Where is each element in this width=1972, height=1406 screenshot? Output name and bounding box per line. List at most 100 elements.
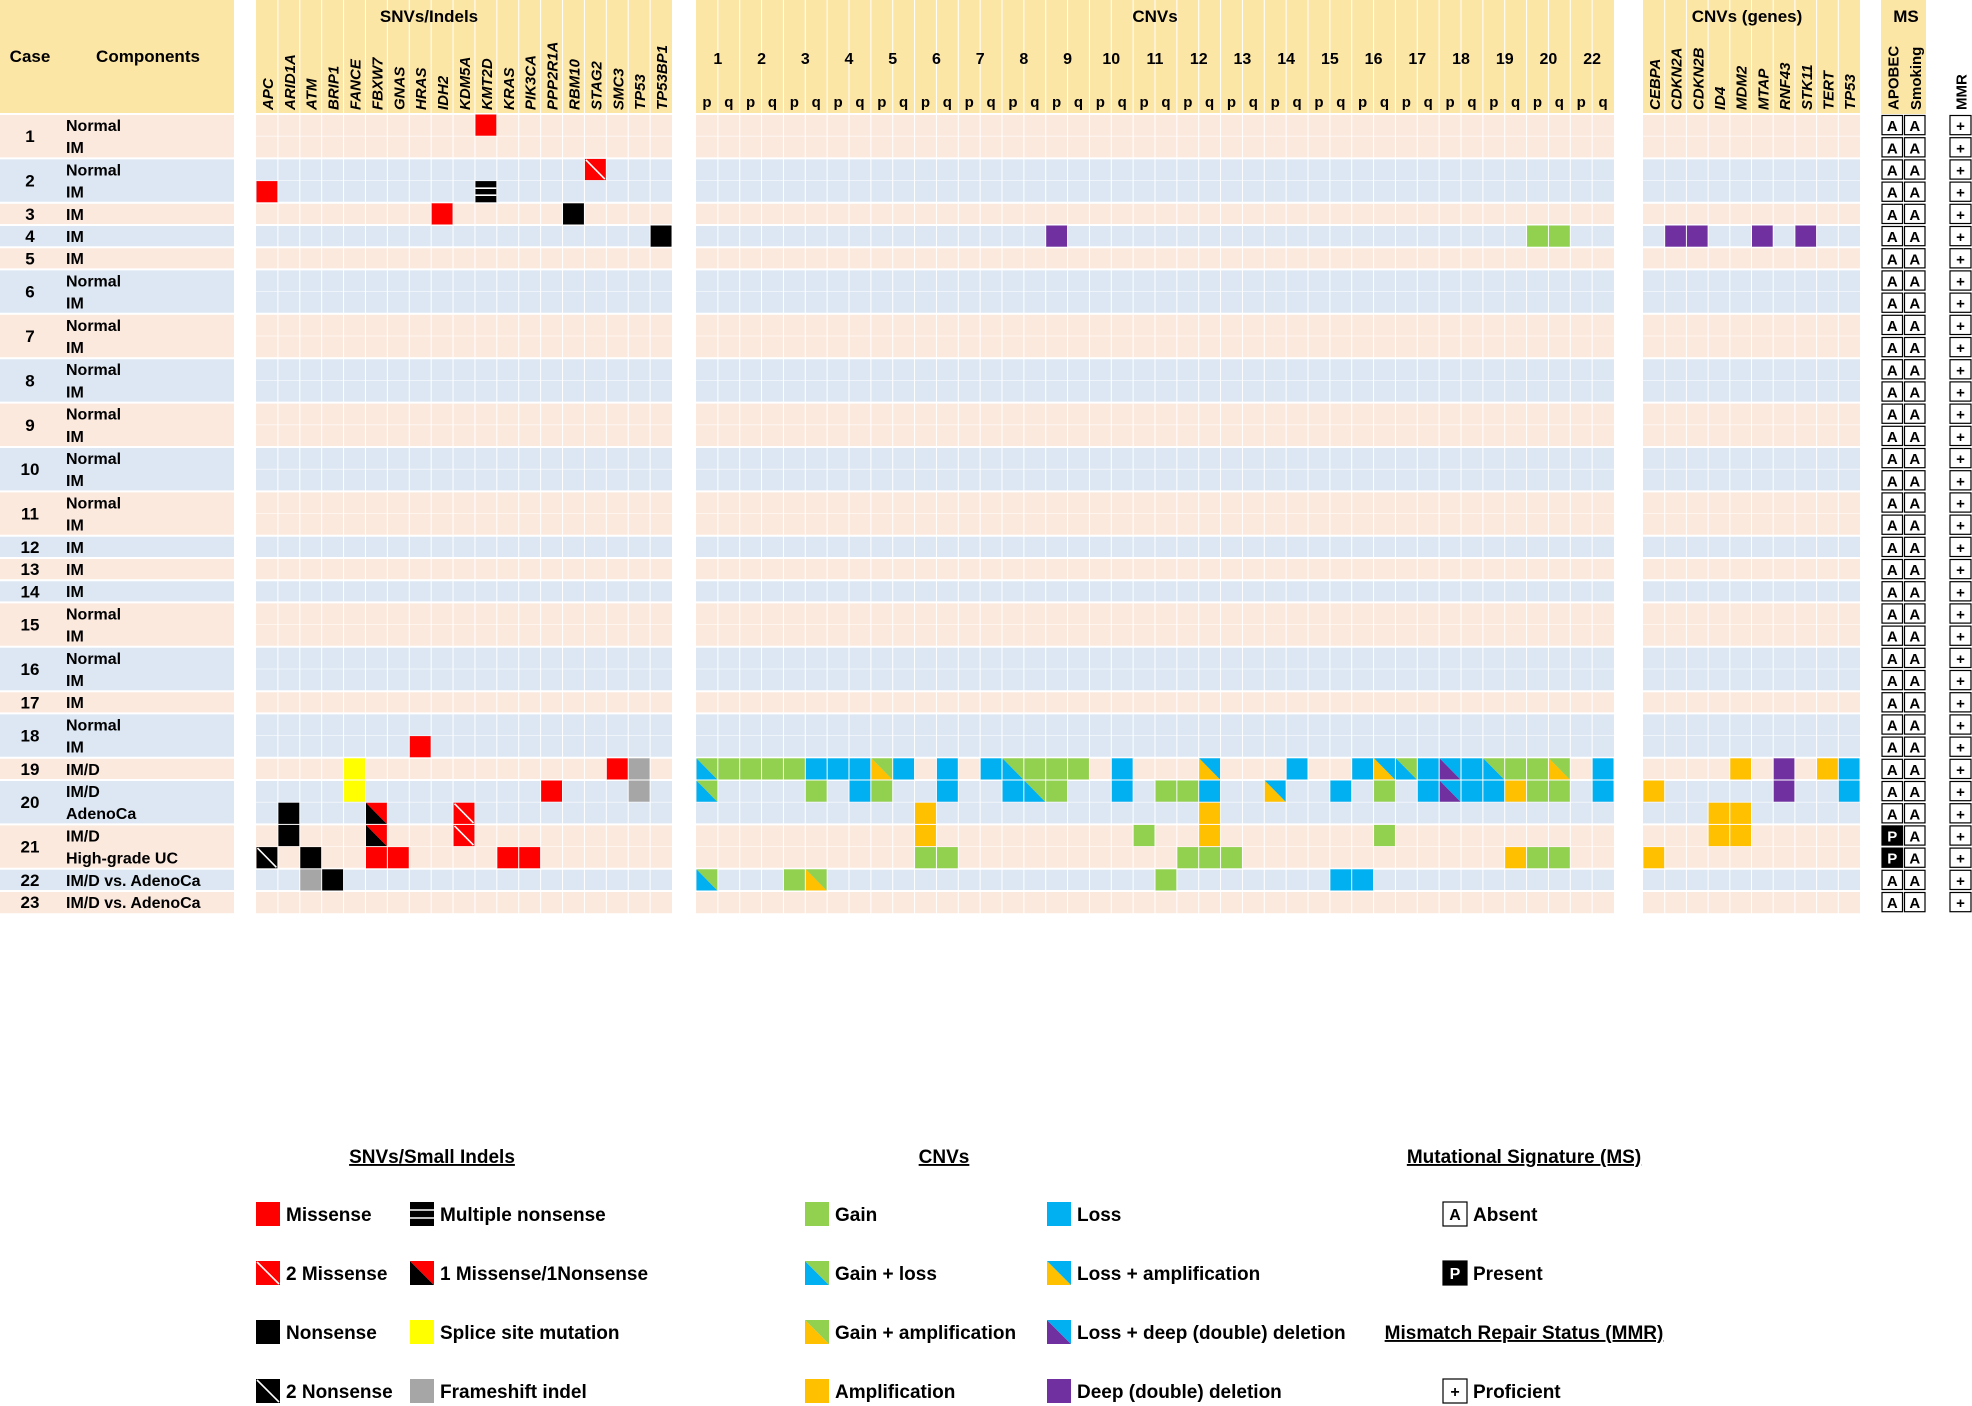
cnv-mark-amplification xyxy=(1199,802,1221,824)
component-label: IM xyxy=(66,185,84,202)
arm-label: p xyxy=(1227,94,1236,111)
cnv-gene-label: CEBPA xyxy=(1647,59,1664,110)
chromosome-label: 3 xyxy=(801,51,810,68)
cell-fill xyxy=(1708,824,1730,847)
arm-label: p xyxy=(1358,94,1367,111)
cell-fill xyxy=(783,869,805,891)
cell-fill xyxy=(1047,1202,1071,1226)
ms-box xyxy=(1903,203,1926,225)
mmr-value: + xyxy=(1956,518,1965,535)
row-background xyxy=(0,447,234,492)
legend-snv-nonsense-swatch xyxy=(256,1320,280,1344)
cnv-mark-loss xyxy=(1286,758,1308,780)
legend: SNVs/Small Indels CNVs Mutational Signat… xyxy=(256,1147,1663,1404)
mmr-value: + xyxy=(1956,540,1965,557)
case-number: 3 xyxy=(25,205,34,224)
mmr-value: + xyxy=(1956,740,1965,757)
ms-value: A xyxy=(1909,651,1920,668)
ms-value: A xyxy=(1909,673,1920,690)
row-background xyxy=(256,580,672,603)
ms-value: A xyxy=(1909,207,1920,224)
mmr-box xyxy=(1949,248,1972,269)
row-background xyxy=(0,558,234,581)
cell-triangle xyxy=(696,758,718,780)
mmr-box xyxy=(1949,381,1972,402)
row-background xyxy=(0,202,234,225)
ms-box xyxy=(1881,625,1904,646)
cell-triangle xyxy=(365,802,387,824)
arm-label: p xyxy=(1445,94,1454,111)
cnv-mark-gain xyxy=(1527,780,1548,802)
cell-fill xyxy=(300,847,322,869)
ms-box xyxy=(1903,470,1926,491)
cnv-mark-gain xyxy=(936,847,958,869)
cell-fill xyxy=(1548,780,1570,802)
ms-box xyxy=(1881,403,1904,424)
ms-box xyxy=(1881,758,1904,780)
mmr-value: + xyxy=(1956,784,1965,801)
component-label: IM xyxy=(66,229,84,246)
legend-snv-two_missense-swatch xyxy=(256,1261,280,1285)
cell-fill xyxy=(1177,780,1199,802)
cell-fill xyxy=(1527,758,1548,780)
snv-gene-label: BRIP1 xyxy=(326,66,343,110)
cell-fill xyxy=(1199,802,1221,824)
cnv-mark-loss xyxy=(1002,780,1024,802)
cell-fill xyxy=(915,824,936,847)
case-number: 13 xyxy=(21,560,40,579)
ms-value: A xyxy=(1909,562,1920,579)
mmr-box xyxy=(1949,847,1972,868)
mmr-value: + xyxy=(1956,762,1965,779)
ms-box xyxy=(1881,736,1904,757)
cell-fill xyxy=(1024,758,1046,780)
cell-triangle xyxy=(1002,758,1024,780)
arm-label: q xyxy=(1118,94,1127,111)
chromosome-label: 17 xyxy=(1408,51,1426,68)
cnv-mark-loss xyxy=(980,758,1002,780)
snv-mark-splice xyxy=(344,780,365,802)
mmr-value: + xyxy=(1956,851,1965,868)
ms-box xyxy=(1903,225,1926,247)
cell-fill xyxy=(1592,780,1614,802)
mmr-box xyxy=(1949,425,1972,447)
cnv-mark-gain xyxy=(1024,758,1046,780)
mmr-value: + xyxy=(1956,407,1965,424)
cell-fill xyxy=(650,225,672,247)
mmr-box xyxy=(1949,825,1972,846)
cnv-mark-loss xyxy=(1330,780,1352,802)
arm-label: p xyxy=(1271,94,1280,111)
mmr-value: + xyxy=(1956,185,1965,202)
ms-box xyxy=(1903,536,1926,558)
mmr-value: + xyxy=(1956,118,1965,135)
mmr-box xyxy=(1949,359,1972,380)
cell-fill xyxy=(1330,780,1352,802)
chromosome-label: 12 xyxy=(1190,51,1208,68)
cnv-mark-gain_amp xyxy=(805,869,827,891)
cnvgene-mark-amplification xyxy=(1730,824,1751,847)
mmr-value: + xyxy=(1956,895,1965,912)
snv-gene-label: PIK3CA xyxy=(523,55,540,110)
chromosome-label: 10 xyxy=(1102,51,1120,68)
row-background xyxy=(0,491,234,536)
legend-snv-missense_nonsense-swatch xyxy=(410,1261,434,1285)
cell-fill xyxy=(1111,758,1133,780)
cell-fill xyxy=(1838,780,1860,802)
chromosome-label: 5 xyxy=(888,51,897,68)
cnv-gene-label: MDM2 xyxy=(1734,65,1751,110)
legend-snv-nonsense-label: Nonsense xyxy=(286,1323,377,1344)
mmr-box xyxy=(1949,137,1972,158)
ms-box xyxy=(1881,581,1904,602)
ms-value: A xyxy=(1909,784,1920,801)
cnv-mark-gain xyxy=(1374,780,1395,802)
cnv-mark-gain_amp xyxy=(871,758,893,780)
component-label: Normal xyxy=(66,318,121,335)
case-number: 6 xyxy=(25,283,34,302)
case-number: 4 xyxy=(25,227,35,246)
cnv-gene-label: CDKN2B xyxy=(1690,47,1707,110)
snv-mark-missense xyxy=(519,847,541,869)
cell-triangle xyxy=(1395,758,1417,780)
component-label: Normal xyxy=(66,651,121,668)
snv-mark-frameshift xyxy=(300,869,322,891)
snv-mark-missense xyxy=(256,181,278,203)
cnv-mark-loss_amp xyxy=(1264,780,1286,802)
